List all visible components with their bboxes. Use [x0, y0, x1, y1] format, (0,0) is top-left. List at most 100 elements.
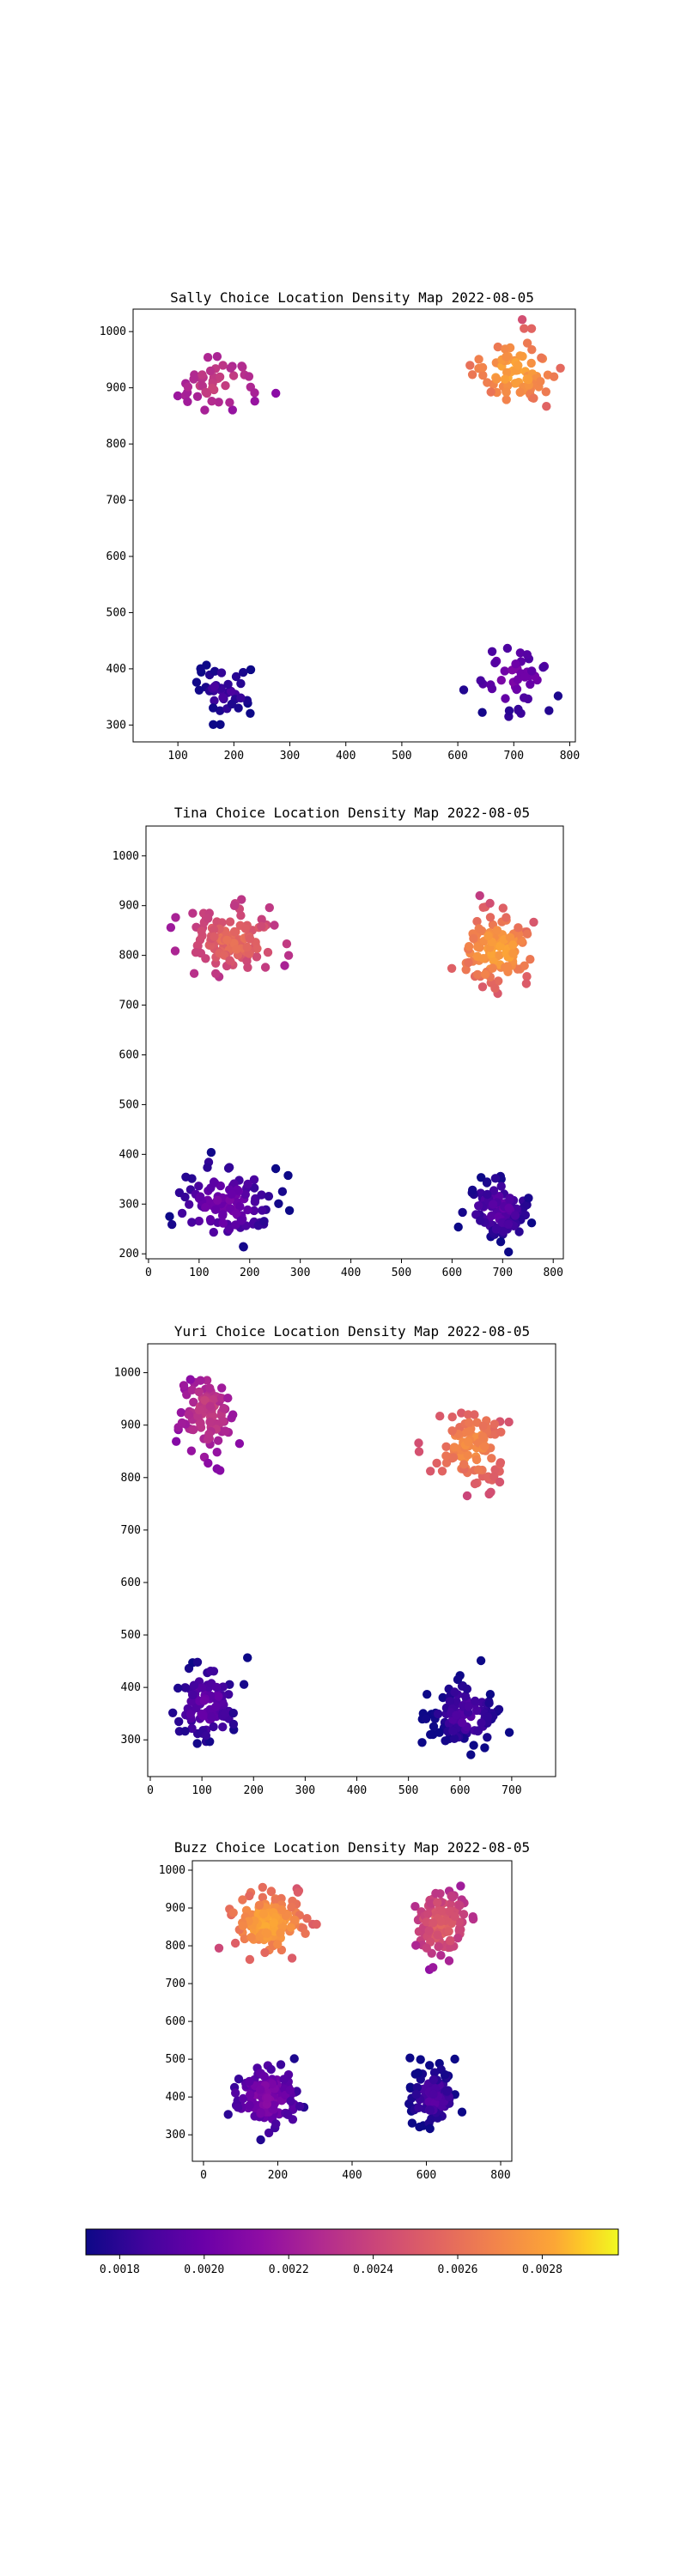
- tina-point: [522, 972, 532, 981]
- yuri-point: [483, 1733, 492, 1742]
- buzz-point: [442, 2087, 452, 2096]
- sally-point: [215, 372, 225, 382]
- tina-point: [483, 1189, 492, 1200]
- buzz-point: [260, 1947, 270, 1958]
- sally-y-tick-label: 800: [106, 438, 126, 451]
- sally-point: [190, 370, 199, 380]
- buzz-point: [263, 1929, 272, 1938]
- buzz-point: [446, 1942, 455, 1952]
- yuri-point: [205, 1417, 215, 1427]
- yuri-y-tick-label: 400: [121, 1681, 141, 1694]
- sally-point: [239, 667, 248, 677]
- yuri-point: [185, 1375, 195, 1384]
- colorbar-tick-label: 0.0024: [353, 2263, 393, 2276]
- tina-point: [252, 952, 262, 962]
- buzz-point: [407, 2118, 417, 2128]
- yuri-point: [200, 1395, 210, 1406]
- tina-point: [503, 1219, 514, 1230]
- sally-y-tick-label: 300: [106, 719, 126, 732]
- buzz-point: [285, 2085, 295, 2095]
- tina-point: [191, 948, 201, 957]
- buzz-point: [246, 2090, 255, 2099]
- tina-point: [487, 1211, 496, 1221]
- yuri-point: [196, 1376, 205, 1385]
- buzz-point: [238, 1895, 247, 1905]
- tina-point: [478, 902, 488, 913]
- tina-point: [505, 933, 515, 943]
- buzz-point: [416, 2055, 425, 2064]
- tina-point: [488, 963, 497, 973]
- tina-point: [498, 1226, 508, 1236]
- yuri-point: [489, 1472, 499, 1481]
- tina-point: [181, 1172, 191, 1182]
- tina-point: [284, 1206, 295, 1216]
- sally-point: [544, 706, 554, 715]
- buzz-density-panel: Buzz Choice Location Density Map 2022-08…: [159, 1839, 530, 2182]
- yuri-x-tick-label: 700: [502, 1784, 521, 1797]
- sally-point: [459, 685, 469, 695]
- sally-point: [529, 393, 538, 403]
- sally-point: [218, 693, 228, 702]
- tina-point: [473, 942, 483, 951]
- yuri-point: [196, 1419, 205, 1428]
- sally-point: [520, 324, 529, 333]
- sally-point: [542, 402, 551, 411]
- tina-y-tick-label: 300: [119, 1198, 139, 1211]
- tina-point: [243, 963, 252, 973]
- sally-point: [246, 665, 256, 675]
- yuri-chart-title: Yuri Choice Location Density Map 2022-08…: [174, 1323, 530, 1340]
- sally-point: [250, 397, 259, 406]
- yuri-point: [204, 1458, 213, 1468]
- yuri-point: [216, 1466, 225, 1475]
- yuri-point: [449, 1734, 459, 1744]
- tina-point: [495, 942, 505, 951]
- tina-x-tick-label: 200: [240, 1267, 259, 1279]
- tina-y-tick-label: 600: [119, 1048, 139, 1061]
- yuri-point: [486, 1487, 495, 1498]
- yuri-point: [448, 1453, 459, 1462]
- buzz-point: [238, 1921, 248, 1930]
- tina-point: [477, 1173, 486, 1182]
- tina-chart-title: Tina Choice Location Density Map 2022-08…: [174, 805, 530, 821]
- buzz-point: [413, 2068, 423, 2078]
- yuri-point: [504, 1417, 514, 1427]
- sally-point: [511, 659, 520, 669]
- sally-point: [210, 666, 220, 676]
- buzz-y-tick-label: 1000: [159, 1864, 185, 1877]
- sally-point: [553, 691, 563, 701]
- yuri-point: [172, 1437, 181, 1446]
- tina-point: [219, 951, 229, 960]
- sally-point: [223, 679, 233, 690]
- yuri-point: [435, 1412, 445, 1421]
- density-colorbar: 0.0018 0.0020 0.0022 0.0024 0.0026 0.0028: [85, 2228, 619, 2276]
- tina-point: [240, 1189, 250, 1200]
- tina-point: [235, 1201, 245, 1212]
- buzz-point: [424, 1926, 434, 1935]
- yuri-point: [460, 1692, 471, 1701]
- tina-x-tick-label: 700: [493, 1267, 513, 1279]
- buzz-point: [258, 1909, 268, 1919]
- buzz-point: [433, 1930, 442, 1940]
- sally-point: [216, 668, 227, 677]
- sally-point: [536, 377, 545, 386]
- tina-point: [282, 939, 292, 949]
- yuri-point: [194, 1405, 204, 1415]
- yuri-point: [432, 1458, 441, 1468]
- tina-point: [167, 1219, 177, 1230]
- tina-point: [180, 1192, 190, 1202]
- sally-point: [538, 663, 548, 672]
- tina-point: [232, 945, 241, 954]
- yuri-point: [464, 1410, 473, 1419]
- tina-point: [461, 965, 471, 975]
- tina-x-tick-label: 800: [543, 1267, 562, 1279]
- sally-point: [226, 686, 236, 696]
- tina-x-tick-label: 400: [341, 1267, 361, 1279]
- tina-point: [464, 942, 474, 951]
- yuri-y-tick-label: 900: [121, 1419, 141, 1432]
- sally-point: [205, 366, 216, 376]
- sally-point: [526, 679, 535, 690]
- yuri-x-tick-label: 100: [192, 1784, 211, 1797]
- buzz-point: [405, 2053, 415, 2063]
- buzz-point: [286, 2096, 295, 2106]
- yuri-point: [186, 1446, 197, 1455]
